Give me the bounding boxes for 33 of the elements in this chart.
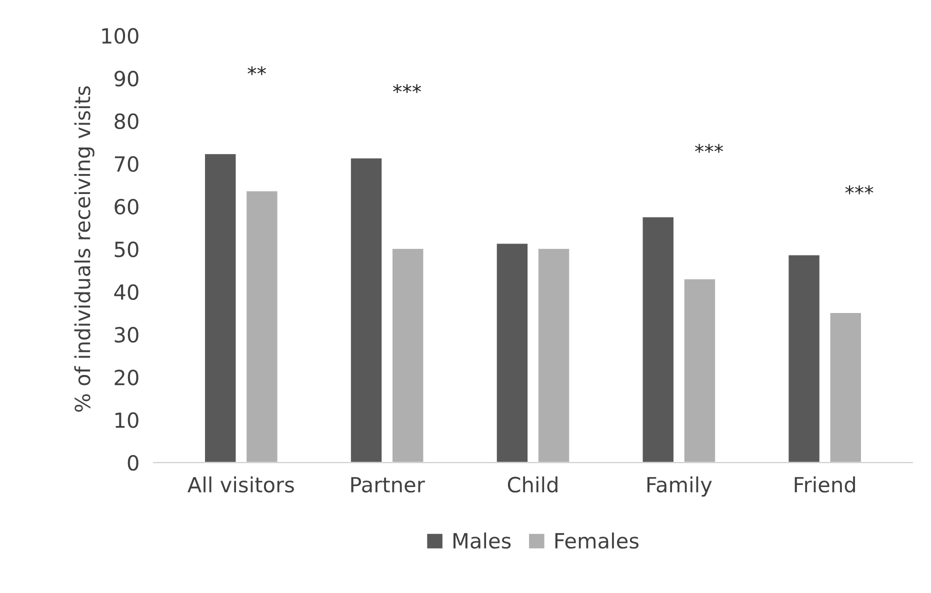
y-tick-label: 100 <box>102 28 138 44</box>
bar <box>391 248 425 463</box>
x-tick-label: Partner <box>351 477 425 493</box>
bar <box>828 312 862 463</box>
annotation: *** <box>393 84 422 94</box>
y-tick-label: 60 <box>114 198 138 215</box>
bar <box>350 156 384 463</box>
bar <box>245 190 279 463</box>
y-tick-label: 70 <box>114 156 138 172</box>
y-tick-label: 30 <box>114 326 138 343</box>
y-tick-label: 0 <box>128 454 138 471</box>
x-tick-label: All visitors <box>188 476 294 493</box>
legend-label: Females <box>555 532 638 549</box>
x-tick-label: Child <box>508 476 558 493</box>
bar <box>495 242 529 463</box>
y-tick-label: 10 <box>116 412 138 428</box>
bar <box>641 216 675 463</box>
y-tick-label: 20 <box>114 370 138 386</box>
y-tick-label: 90 <box>114 70 138 86</box>
legend-label: Males <box>454 532 511 549</box>
annotation: ** <box>248 66 266 76</box>
y-tick-label: 80 <box>114 113 138 130</box>
x-tick-label: Family <box>647 476 712 497</box>
annotation: *** <box>845 185 874 194</box>
bar <box>204 152 238 463</box>
y-axis-title: % of individuals receiving visits <box>74 86 94 412</box>
bar <box>787 254 821 463</box>
bar <box>682 278 716 463</box>
bar <box>537 248 571 463</box>
annotation: *** <box>695 144 724 153</box>
y-tick-label: 40 <box>114 284 138 300</box>
y-tick-label: 50 <box>114 242 138 258</box>
x-tick-label: Friend <box>794 476 855 493</box>
